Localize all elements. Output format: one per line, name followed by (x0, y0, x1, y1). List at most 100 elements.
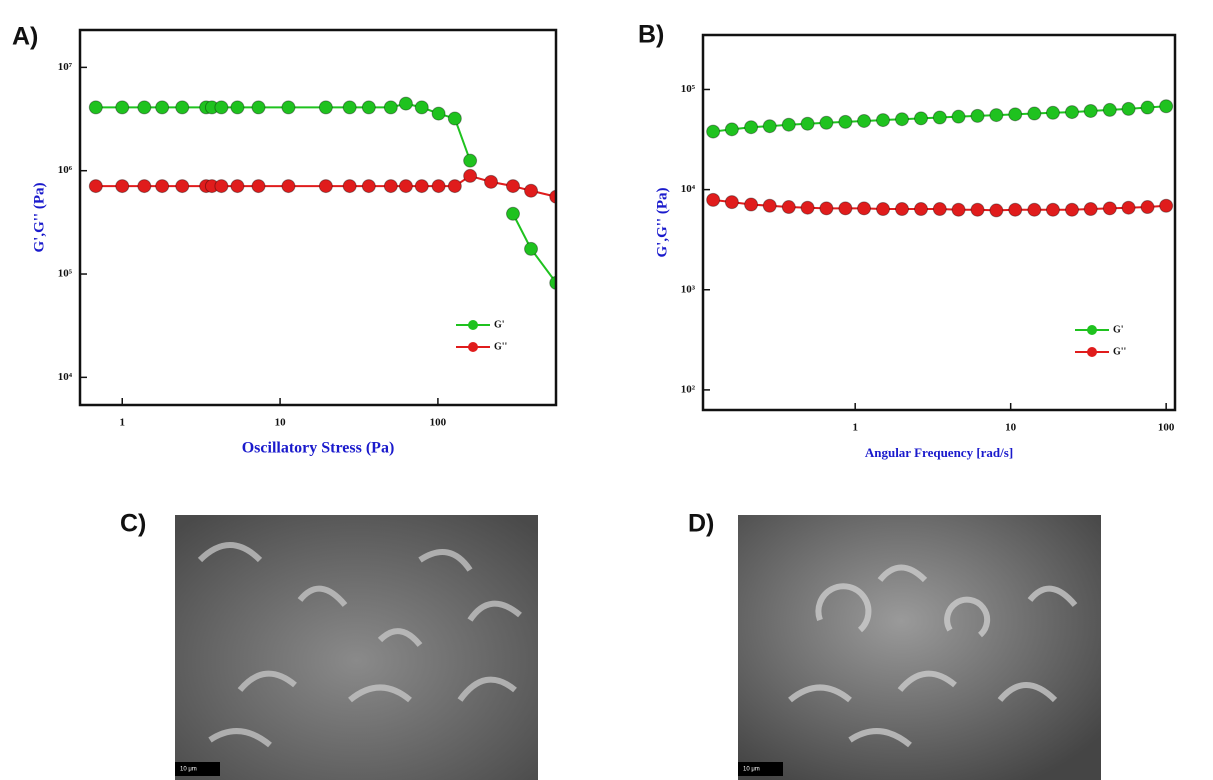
data-point (706, 124, 721, 139)
data-point (1083, 202, 1098, 217)
data-point (431, 179, 446, 194)
x-tick-label: 1 (119, 417, 125, 429)
data-point (838, 201, 853, 216)
data-point (1045, 105, 1060, 120)
data-point (762, 119, 777, 134)
legend-label: G' (494, 319, 505, 330)
data-point (819, 115, 834, 130)
data-point (1083, 103, 1098, 118)
data-point (857, 113, 872, 128)
x-tick-label: 100 (1158, 422, 1175, 434)
data-point (524, 183, 539, 198)
data-point (800, 116, 815, 131)
sem-image-d (738, 515, 1101, 780)
y-axis-label: G',G'' (Pa) (31, 183, 47, 253)
y-axis-label: G',G'' (Pa) (654, 188, 670, 258)
x-tick-label: 10 (275, 417, 287, 429)
data-point (894, 112, 909, 127)
data-point (383, 179, 398, 194)
data-point (894, 202, 909, 217)
data-point (1121, 200, 1136, 215)
data-point (447, 179, 462, 194)
data-point (115, 100, 130, 115)
data-point (361, 179, 376, 194)
data-point (932, 110, 947, 125)
data-point (137, 179, 152, 194)
data-point (361, 100, 376, 115)
data-point (137, 100, 152, 115)
data-point (281, 100, 296, 115)
legend-marker (1087, 325, 1097, 335)
data-point (932, 202, 947, 217)
data-point (857, 201, 872, 216)
data-point (214, 179, 229, 194)
data-point (342, 179, 357, 194)
panel-label: A) (12, 23, 38, 51)
data-point (549, 275, 556, 290)
data-point (989, 108, 1004, 123)
data-point (970, 108, 985, 123)
y-tick-label: 10³ (681, 283, 696, 295)
x-tick-label: 10 (1005, 422, 1017, 434)
scale-bar-label: 10 μm (743, 767, 760, 773)
data-point (175, 179, 190, 194)
data-point (1065, 105, 1080, 120)
data-point (447, 111, 462, 126)
sem-image-c (175, 515, 538, 780)
data-point (706, 192, 721, 207)
legend-label: G' (1113, 324, 1124, 335)
data-point (505, 179, 520, 194)
data-point (155, 100, 170, 115)
data-point (1027, 106, 1042, 121)
data-point (251, 179, 266, 194)
data-point (318, 179, 333, 194)
data-point (1102, 201, 1117, 216)
data-point (838, 114, 853, 129)
data-point (463, 168, 478, 183)
data-point (970, 202, 985, 217)
data-point (989, 203, 1004, 218)
data-point (431, 106, 446, 121)
data-point (781, 117, 796, 132)
panel-label: B) (638, 21, 664, 49)
data-point (251, 100, 266, 115)
data-point (398, 96, 413, 111)
data-point (88, 100, 103, 115)
y-tick-label: 10⁵ (58, 268, 73, 280)
data-point (318, 100, 333, 115)
data-point (913, 111, 928, 126)
data-point (1159, 99, 1174, 114)
data-point (1140, 100, 1155, 115)
data-point (876, 113, 891, 128)
y-tick-label: 10⁴ (58, 371, 73, 383)
x-tick-label: 1 (852, 422, 858, 434)
data-point (762, 198, 777, 213)
y-tick-label: 10² (681, 383, 696, 395)
data-point (1008, 107, 1023, 122)
series-line (95, 102, 556, 284)
data-point (524, 241, 539, 256)
plot-area (706, 99, 1174, 218)
legend-marker (468, 342, 478, 352)
data-point (1008, 202, 1023, 217)
legend-marker (1087, 347, 1097, 357)
data-point (281, 179, 296, 194)
data-point (342, 100, 357, 115)
y-tick-label: 10⁷ (58, 61, 73, 73)
data-point (1121, 101, 1136, 116)
data-point (155, 179, 170, 194)
y-tick-label: 10⁴ (681, 183, 696, 195)
data-point (1065, 202, 1080, 217)
data-point (819, 201, 834, 216)
data-point (549, 189, 556, 204)
legend-label: G'' (494, 341, 508, 352)
data-point (1159, 198, 1174, 213)
data-point (913, 202, 928, 217)
data-point (398, 179, 413, 194)
data-point (1102, 102, 1117, 117)
plot-frame (701, 33, 1177, 412)
x-tick-label: 100 (430, 417, 447, 429)
data-point (1027, 202, 1042, 217)
plot-frame (78, 28, 558, 407)
data-point (951, 202, 966, 217)
